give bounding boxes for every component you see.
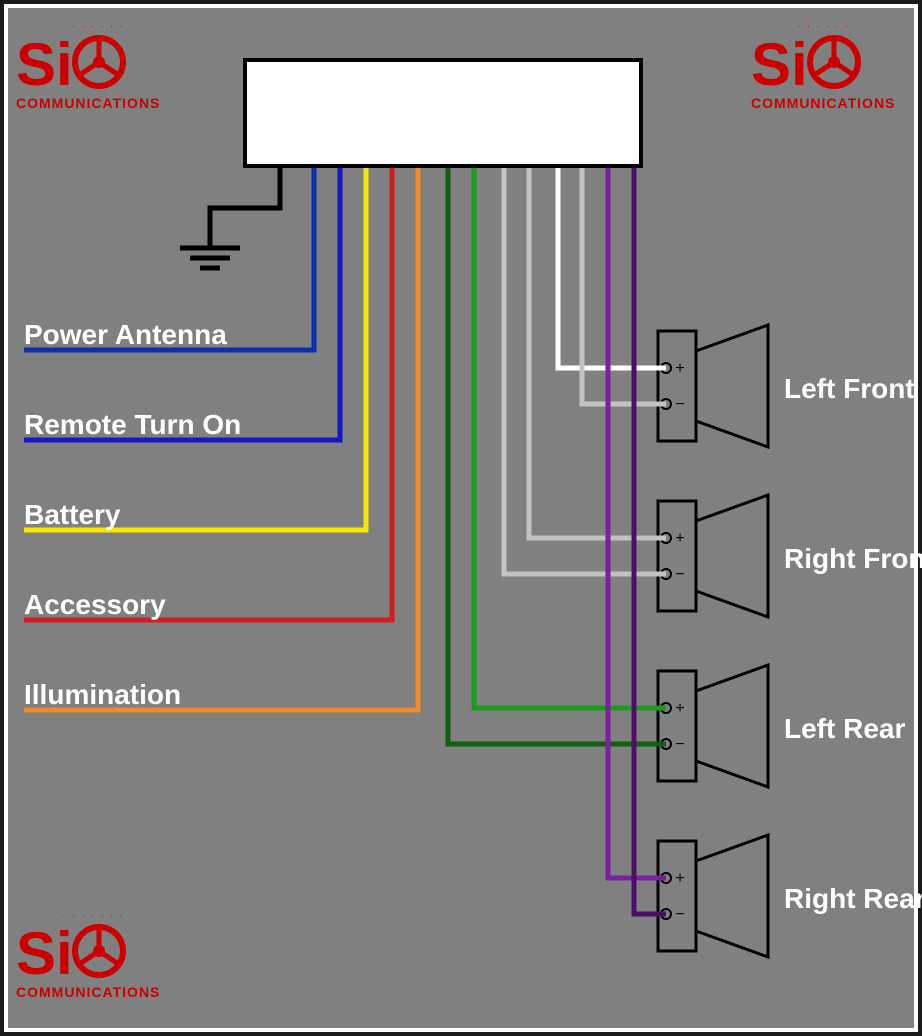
label-accessory: Accessory	[24, 588, 166, 622]
diagram-canvas: · · · · · · · Si COMMUNICATIONS · · · · …	[8, 8, 914, 1028]
label-left-rear: Left Rear	[784, 712, 905, 746]
wire-left-rear-pos	[474, 168, 666, 708]
speaker-left-rear	[658, 671, 696, 781]
head-unit-connector	[243, 58, 643, 168]
steering-wheel-icon	[71, 923, 127, 984]
label-illumination: Illumination	[24, 678, 181, 712]
wire-accessory	[24, 168, 392, 620]
label-right-rear: Right Rear	[784, 882, 922, 916]
brand-sub: COMMUNICATIONS	[16, 95, 171, 111]
brand-name: Si	[16, 35, 73, 95]
speaker-right-front	[658, 501, 696, 611]
label-right-front: Right Front	[784, 542, 922, 576]
label-left-front: Left Front	[784, 372, 915, 406]
steering-wheel-icon	[71, 34, 127, 95]
wire-left-front-neg	[582, 168, 666, 404]
brand-logo-top-left: · · · · · · · Si COMMUNICATIONS	[16, 16, 171, 131]
label-battery: Battery	[24, 498, 120, 532]
brand-logo-top-right: · · · · · · · Si COMMUNICATIONS	[751, 16, 906, 131]
svg-text:−: −	[675, 736, 684, 753]
steering-wheel-icon	[806, 34, 862, 95]
svg-text:+: +	[675, 870, 684, 887]
speaker-right-rear	[658, 841, 696, 951]
wire-right-rear-pos	[608, 168, 666, 878]
label-power-antenna: Power Antenna	[24, 318, 227, 352]
label-remote-turn-on: Remote Turn On	[24, 408, 241, 442]
svg-text:−: −	[675, 396, 684, 413]
svg-text:−: −	[675, 566, 684, 583]
svg-text:−: −	[675, 906, 684, 923]
svg-text:+: +	[675, 530, 684, 547]
wire-right-rear-neg	[634, 168, 666, 914]
wire-left-rear-neg	[448, 168, 666, 744]
wire-right-front-neg	[504, 168, 666, 574]
diagram-frame: · · · · · · · Si COMMUNICATIONS · · · · …	[0, 0, 922, 1036]
brand-logo-bottom-left: · · · · · · · Si COMMUNICATIONS	[16, 905, 171, 1020]
speaker-left-front	[658, 331, 696, 441]
svg-text:+: +	[675, 360, 684, 377]
wire-right-front-pos	[529, 168, 666, 538]
wire-left-front-pos	[558, 168, 666, 368]
wire-remote-turn-on	[24, 168, 340, 440]
svg-text:+: +	[675, 700, 684, 717]
